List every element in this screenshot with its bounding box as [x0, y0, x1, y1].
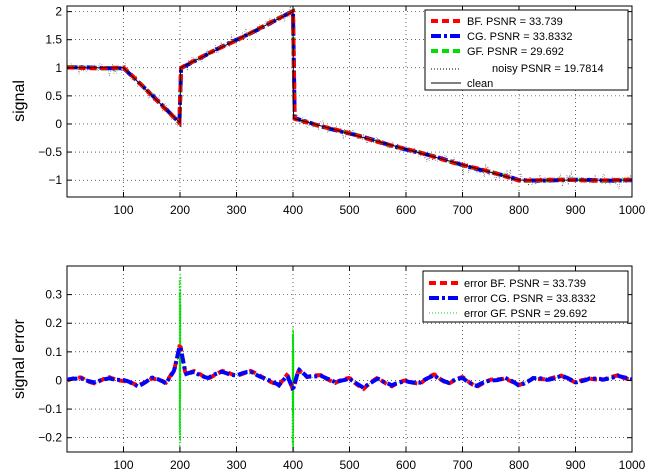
signal-x-ticks: 100 200 300 400 500 600 700 800 900 1000 — [113, 6, 646, 217]
signal-x-tick-label: 200 — [170, 203, 190, 217]
signal-x-tick-label: 500 — [339, 203, 359, 217]
error-legend: error BF. PSNR = 33.739 error CG. PSNR =… — [422, 270, 629, 323]
signal-y-tick-label: −1 — [48, 173, 62, 187]
error-x-tick-label: 1000 — [619, 458, 646, 472]
noisy-signal-line — [67, 6, 632, 191]
signal-x-tick-label: 100 — [113, 203, 133, 217]
error-x-tick-label: 400 — [283, 458, 303, 472]
signal-series — [67, 6, 633, 191]
signal-y-ticks: −1 −0.5 0 0.5 1 1.5 2 — [38, 5, 632, 187]
signal-x-tick-label: 300 — [226, 203, 246, 217]
cg-error-line — [67, 344, 633, 391]
gf-error-spike — [178, 272, 182, 452]
signal-x-tick-label: 700 — [452, 203, 472, 217]
signal-y-tick-label: 1 — [55, 61, 62, 75]
error-x-tick-label: 900 — [565, 458, 585, 472]
error-y-tick-label: 0 — [55, 373, 62, 387]
signal-x-tick-label: 900 — [565, 203, 585, 217]
signal-x-tick-label: 600 — [396, 203, 416, 217]
error-y-tick-label: 0.3 — [45, 288, 62, 302]
signal-x-tick-label: 800 — [509, 203, 529, 217]
signal-y-tick-label: 2 — [55, 5, 62, 19]
legend-entry-noisy: noisy PSNR = 19.7814 — [492, 63, 604, 75]
error-x-tick-label: 500 — [339, 458, 359, 472]
error-y-axis-label: signal error — [11, 318, 28, 399]
signal-y-tick-label: −0.5 — [38, 145, 62, 159]
legend-entry-error-bf: error BF. PSNR = 33.739 — [464, 278, 586, 290]
legend-entry-cg: CG. PSNR = 33.8332 — [467, 31, 572, 43]
signal-y-axis-label: signal — [11, 80, 28, 122]
error-x-ticks: 100 200 300 400 500 600 700 800 900 1000 — [113, 266, 646, 472]
legend-entry-error-cg: error CG. PSNR = 33.8332 — [464, 293, 596, 305]
error-y-tick-label: −0.1 — [38, 402, 62, 416]
signal-legend: BF. PSNR = 33.739 CG. PSNR = 33.8332 GF.… — [424, 9, 629, 91]
legend-entry-error-gf: error GF. PSNR = 29.692 — [464, 308, 587, 320]
error-y-tick-label: 0.1 — [45, 345, 62, 359]
error-x-tick-label: 300 — [226, 458, 246, 472]
error-x-tick-label: 600 — [396, 458, 416, 472]
error-series — [66, 272, 633, 452]
error-y-ticks: −0.2 −0.1 0 0.1 0.2 0.3 — [38, 288, 632, 445]
clean-signal-line — [67, 10, 632, 181]
signal-y-tick-label: 0 — [55, 117, 62, 131]
signal-x-tick-label: 1000 — [619, 203, 646, 217]
gf-error-spike — [291, 327, 295, 452]
signal-x-tick-label: 400 — [283, 203, 303, 217]
error-x-tick-label: 100 — [113, 458, 133, 472]
signal-y-tick-label: 0.5 — [45, 89, 62, 103]
error-y-tick-label: −0.2 — [38, 431, 62, 445]
signal-y-tick-label: 1.5 — [45, 33, 62, 47]
legend-entry-bf: BF. PSNR = 33.739 — [467, 16, 563, 28]
legend-entry-gf: GF. PSNR = 29.692 — [467, 46, 564, 58]
error-x-tick-label: 200 — [170, 458, 190, 472]
error-x-tick-label: 800 — [509, 458, 529, 472]
legend-entry-clean: clean — [467, 78, 493, 90]
error-y-tick-label: 0.2 — [45, 316, 62, 330]
error-x-tick-label: 700 — [452, 458, 472, 472]
